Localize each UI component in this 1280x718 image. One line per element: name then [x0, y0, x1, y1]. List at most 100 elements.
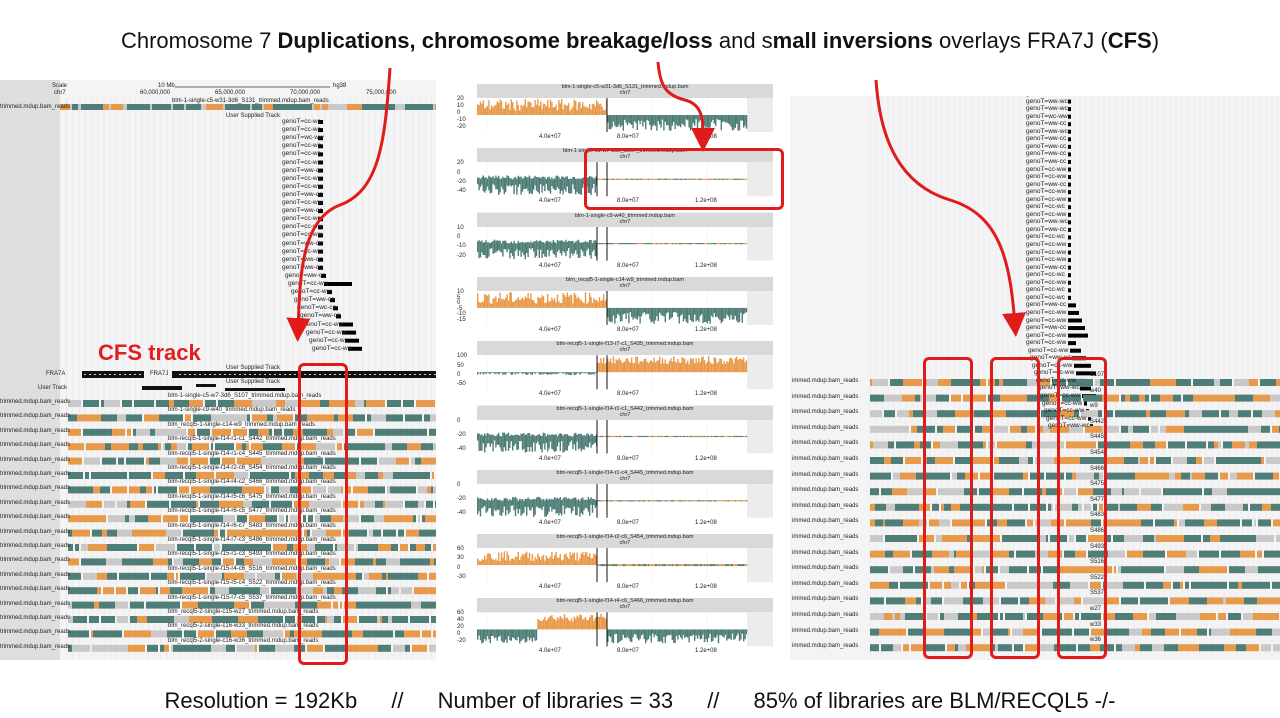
read-track [421, 457, 436, 465]
read-track [352, 630, 363, 638]
read-track [1129, 535, 1143, 542]
coverage-bar [726, 243, 728, 245]
coverage-bar [520, 629, 522, 642]
coverage-bar [632, 629, 634, 638]
read-track [121, 544, 137, 551]
coverage-bar [510, 99, 512, 115]
coverage-bar [656, 629, 658, 637]
read-track [1140, 457, 1148, 464]
coverage-bar [703, 629, 706, 643]
genotype-bar [1068, 159, 1071, 164]
coverage-bar [591, 104, 594, 115]
read-track [973, 550, 990, 558]
read-track [318, 558, 325, 566]
coverage-bar [698, 629, 700, 636]
read-track [1173, 457, 1187, 464]
read-track [171, 443, 177, 451]
read-track [915, 394, 920, 402]
read-track [923, 597, 931, 605]
coverage-bar [635, 178, 637, 180]
genotype-label: genoT=cc-ww [1044, 407, 1085, 415]
read-track [68, 486, 78, 494]
coverage-bar [654, 178, 657, 180]
coverage-bar [688, 307, 690, 316]
read-track [321, 616, 325, 623]
coverage-bar [733, 629, 735, 640]
x-tick-label: 1.2e+08 [695, 455, 717, 462]
read-track [184, 630, 196, 638]
coverage-bar [653, 243, 655, 245]
coverage-bar [517, 105, 519, 115]
read-track [361, 515, 374, 523]
coverage-bar [500, 243, 503, 253]
coverage-bar [506, 294, 508, 308]
read-track [241, 616, 256, 623]
coverage-bar [740, 115, 742, 121]
middle-highlight-box [584, 148, 784, 210]
coverage-bar [559, 372, 561, 373]
read-track [157, 558, 168, 566]
read-track [911, 644, 925, 652]
row-label: trimmed.mdup.bam_reads [0, 543, 71, 549]
coverage-bar [512, 558, 514, 566]
coverage-bar [505, 240, 507, 250]
coverage-bar [709, 435, 711, 438]
coverage-bar [622, 564, 624, 567]
coverage-bar [521, 297, 524, 308]
coverage-bar [542, 176, 545, 186]
coverage-bar [556, 436, 559, 447]
read-track [198, 601, 216, 609]
coverage-bar [524, 242, 526, 260]
read-track [1242, 519, 1252, 527]
coverage-bar [628, 307, 630, 324]
coverage-bar [545, 555, 547, 566]
read-track [1237, 472, 1253, 480]
top-track-reads [237, 104, 250, 110]
coverage-bar [566, 556, 568, 566]
read-track [223, 558, 234, 566]
coverage-bar [708, 356, 710, 373]
read-track [1253, 394, 1264, 402]
plot-title-text: blm-1-single-c5-w7-3d6_S107_trimmed.mdup… [563, 148, 687, 155]
coverage-bar [713, 629, 715, 638]
read-track [870, 566, 888, 574]
coverage-bar [565, 176, 567, 192]
read-track [369, 572, 382, 580]
read-track [1180, 644, 1199, 652]
read-track [112, 428, 125, 436]
read-track [1211, 503, 1221, 511]
coverage-bar [505, 560, 507, 566]
read-track [977, 613, 981, 620]
coverage-bar [555, 104, 557, 115]
coverage-bar [708, 629, 710, 638]
coverage-bar [608, 564, 610, 567]
read-track [1127, 550, 1143, 558]
x-tick-label: 1.2e+08 [695, 326, 717, 333]
read-track [377, 630, 393, 638]
position-tick: 75,000,000 [366, 90, 397, 96]
plot-title: blm-recql5-1-single-f14-r1-c1_S442_trimm… [477, 405, 773, 420]
read-track [980, 379, 986, 386]
read-track [938, 379, 951, 386]
read-track [68, 500, 86, 508]
coverage-bar [638, 363, 640, 373]
coverage-bar [738, 500, 741, 502]
read-track [1176, 613, 1186, 620]
coverage-bar [579, 558, 581, 566]
read-track [937, 425, 943, 433]
coverage-bar [610, 178, 612, 180]
track-name-fragment: w27 [1090, 606, 1102, 612]
coverage-bar [603, 357, 605, 373]
row-label: trimmed.mdup.bam_reads [0, 557, 71, 564]
read-track [127, 428, 129, 436]
read-track [158, 443, 161, 451]
read-track [1067, 503, 1072, 511]
coverage-bar [575, 294, 577, 308]
coverage-bar [502, 108, 504, 115]
read-track [916, 597, 921, 605]
read-track [380, 558, 386, 566]
read-track [341, 486, 343, 494]
read-track [980, 472, 992, 480]
read-track [1193, 394, 1198, 402]
coverage-bar [492, 298, 494, 308]
